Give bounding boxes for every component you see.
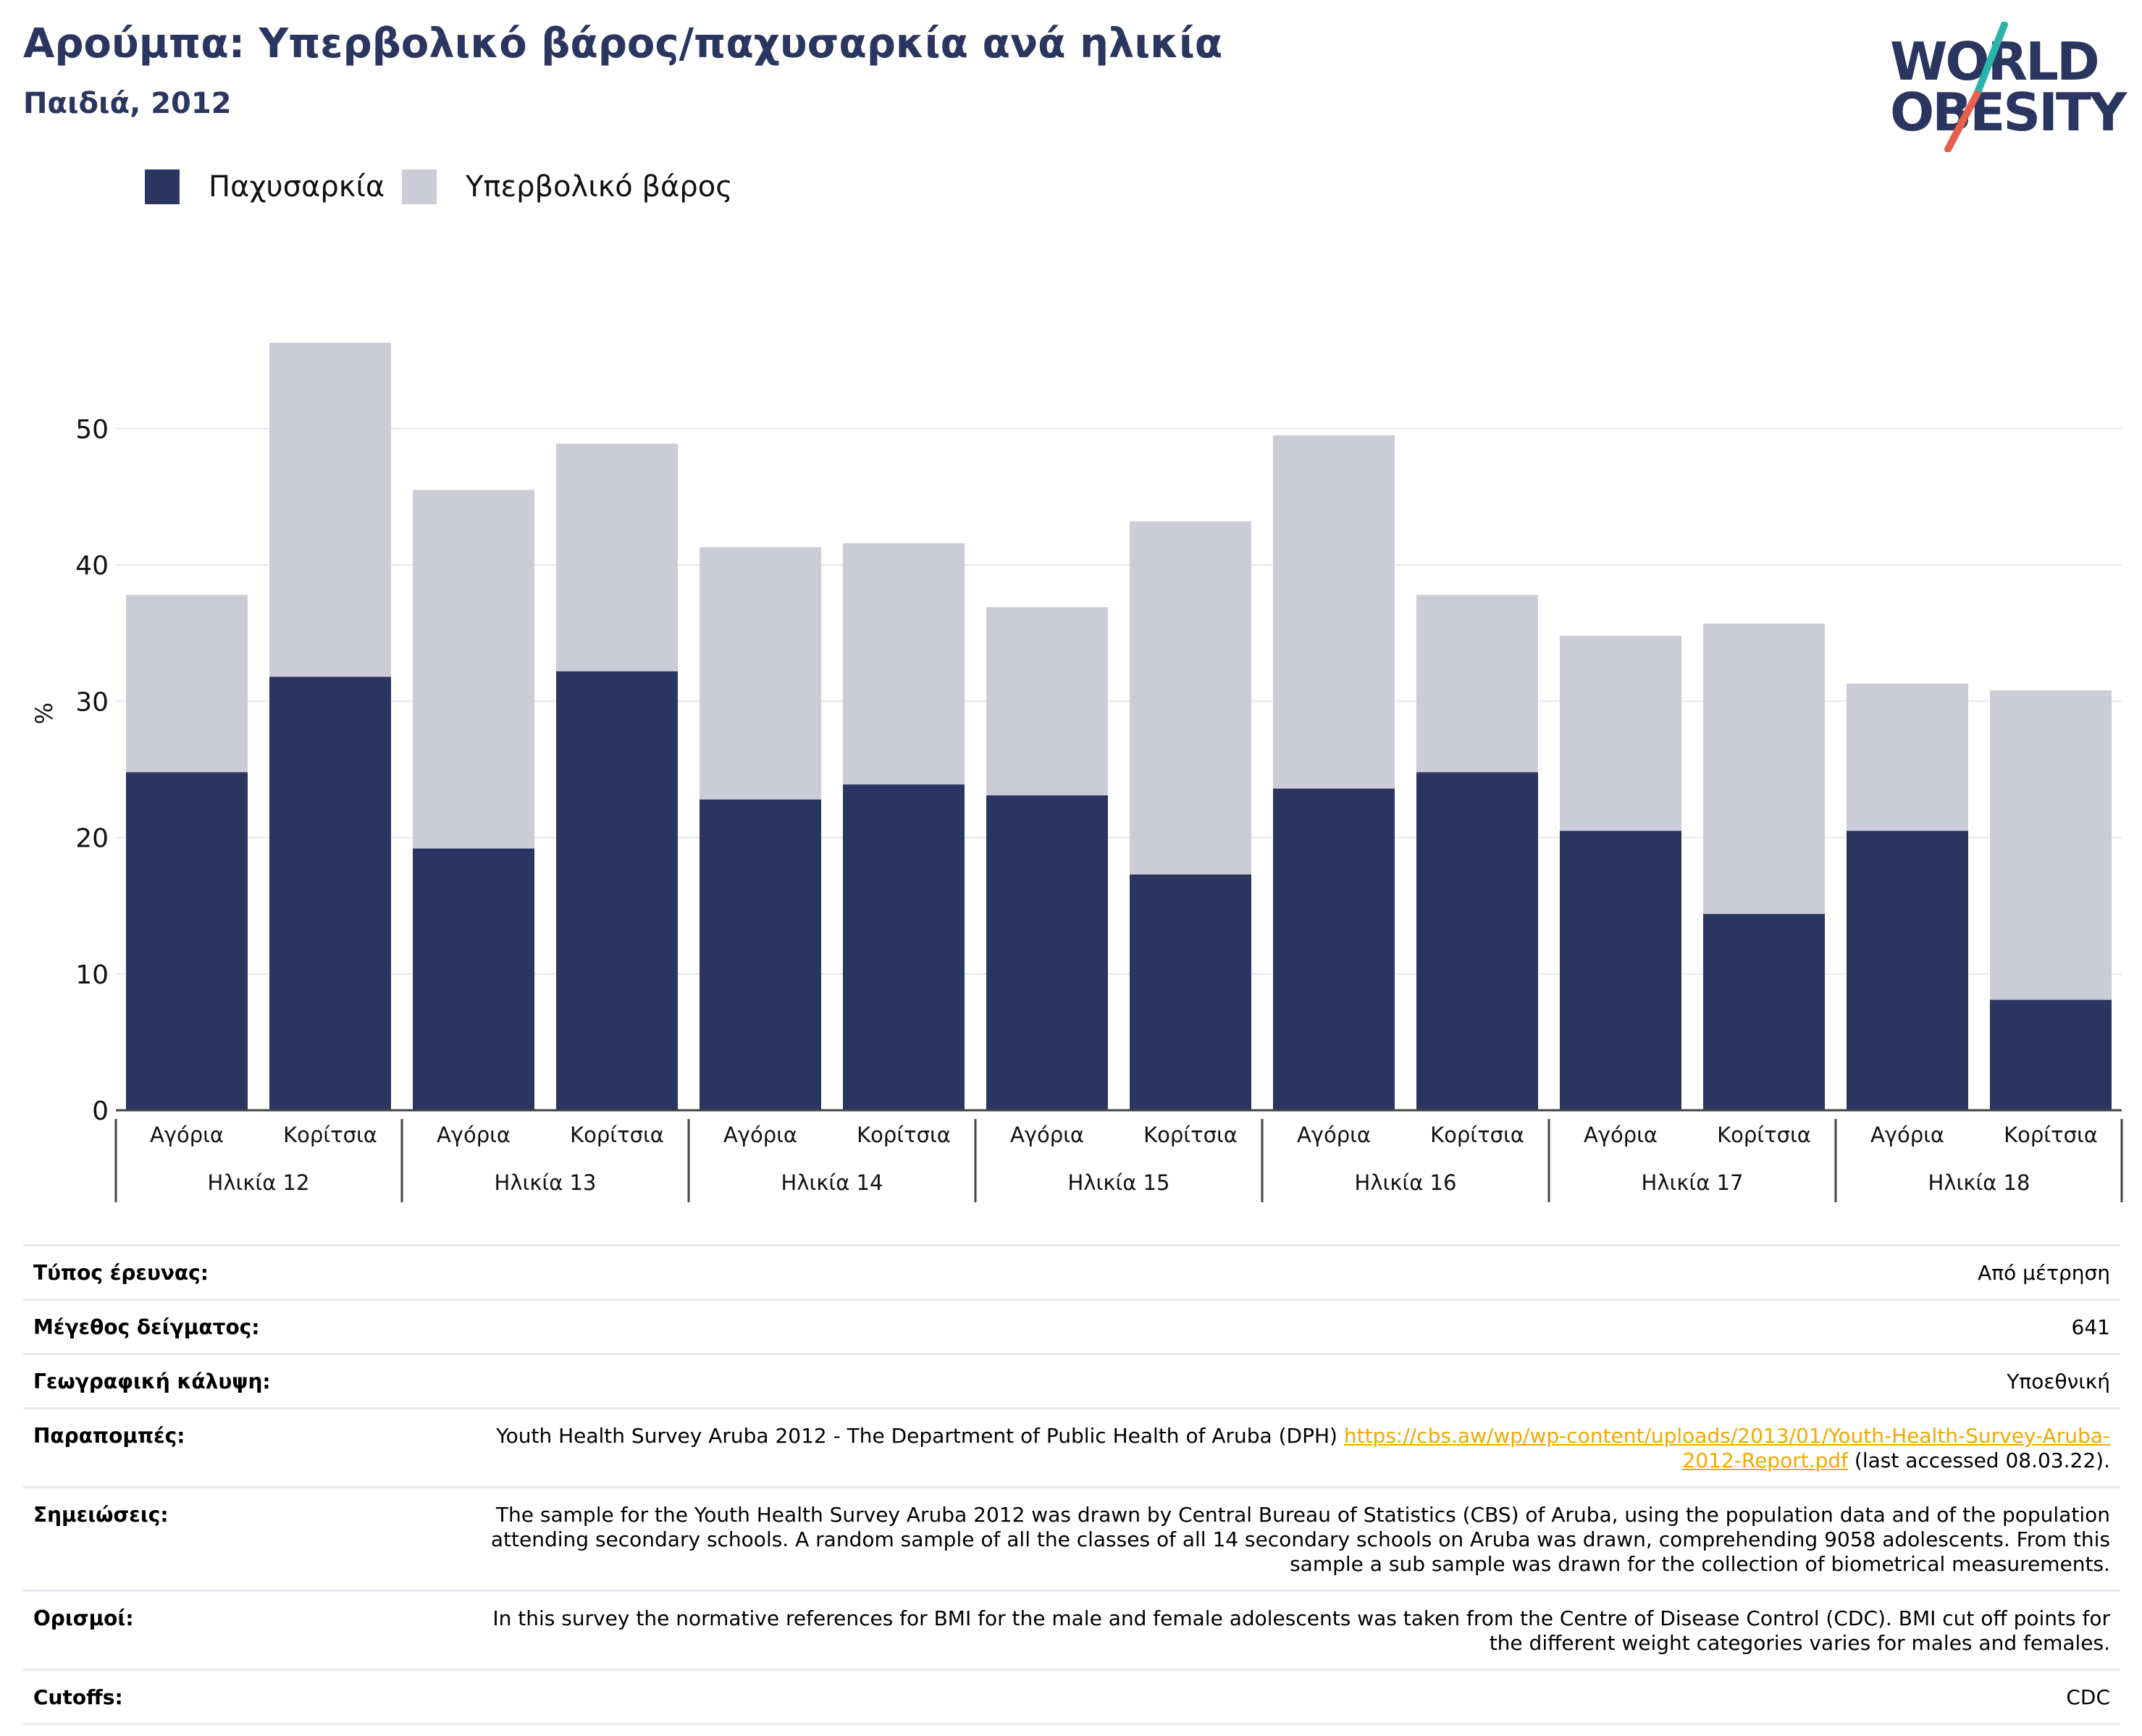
meta-label: Cutoffs: — [23, 1669, 468, 1725]
x-axis: Αγόρια Κορίτσια Αγόρια Κορίτσια Αγόρια Κορίτσ… — [114, 1109, 2123, 1202]
bar-obesity — [1273, 788, 1395, 1110]
meta-label: Τύπος έρευνας: — [23, 1244, 468, 1300]
metadata-rows: Τύπος έρευνας: Από μέτρηση Μέγεθος δείγμ… — [23, 1244, 2120, 1725]
bar-obesity — [986, 795, 1108, 1110]
x-tick-label: Αγόρια — [437, 1123, 511, 1147]
bar-obesity — [556, 671, 678, 1110]
world-obesity-logo: WORLD OBESITY — [1890, 22, 2129, 152]
legend-swatch-obesity — [145, 169, 180, 204]
bar-overweight — [1847, 683, 1968, 831]
meta-value: Από μέτρηση — [468, 1244, 2120, 1300]
meta-row-cutoffs: Cutoffs: CDC — [23, 1669, 2120, 1725]
group-label: Ηλικία 14 — [781, 1170, 883, 1195]
chart-title: Αρούμπα: Υπερβολικό βάρος/παχυσαρκία ανά… — [23, 20, 1223, 67]
bar-overweight — [986, 607, 1108, 796]
bar-obesity — [1130, 874, 1251, 1110]
x-tick-label: Αγόρια — [1870, 1123, 1944, 1147]
group-label: Ηλικία 16 — [1355, 1170, 1457, 1195]
y-axis: 0 10 20 30 40 50 — [75, 415, 109, 1126]
x-tick-label: Κορίτσια — [2004, 1123, 2098, 1147]
meta-row-survey-type: Τύπος έρευνας: Από μέτρηση — [23, 1244, 2120, 1300]
y-tick-label: 40 — [75, 551, 109, 581]
y-tick-label: 50 — [75, 415, 109, 445]
x-tick-label: Κορίτσια — [570, 1123, 664, 1147]
meta-row-notes: Σημειώσεις: The sample for the Youth Hea… — [23, 1486, 2120, 1591]
bar-overweight — [269, 343, 391, 677]
survey-metadata-table: Τύπος έρευνας: Από μέτρηση Μέγεθος δείγμ… — [23, 1244, 2120, 1725]
bar-obesity — [843, 784, 965, 1110]
meta-value: The sample for the Youth Health Survey A… — [468, 1486, 2120, 1591]
bar-obesity — [1990, 999, 2112, 1110]
meta-value: CDC — [468, 1669, 2120, 1725]
meta-label: Ορισμοί: — [23, 1590, 468, 1670]
reference-accessed: (last accessed 08.03.22). — [1848, 1448, 2110, 1472]
bar-obesity — [269, 676, 391, 1110]
x-tick-label: Κορίτσια — [1143, 1123, 1238, 1147]
meta-row-sample-size: Μέγεθος δείγματος: 641 — [23, 1299, 2120, 1354]
bar-overweight — [1560, 635, 1681, 831]
bar-obesity — [1560, 831, 1681, 1110]
x-tick-label: Κορίτσια — [857, 1123, 951, 1147]
bar-obesity — [1703, 913, 1825, 1110]
meta-value: 641 — [468, 1299, 2120, 1354]
y-tick-label: 30 — [75, 687, 109, 717]
meta-label: Γεωγραφική κάλυψη: — [23, 1353, 468, 1409]
group-label: Ηλικία 15 — [1068, 1170, 1170, 1195]
bar-obesity — [1847, 831, 1968, 1110]
logo-slash-bottom — [1944, 91, 1981, 152]
y-tick-label: 10 — [75, 960, 109, 990]
meta-label: Μέγεθος δείγματος: — [23, 1299, 468, 1354]
x-tick-label: Κορίτσια — [283, 1123, 377, 1147]
meta-row-coverage: Γεωγραφική κάλυψη: Υποεθνική — [23, 1353, 2120, 1409]
x-tick-label: Αγόρια — [723, 1123, 797, 1147]
bar-obesity — [413, 848, 534, 1110]
bar-overweight — [1416, 595, 1538, 773]
bar-overweight — [413, 490, 534, 849]
x-tick-label: Αγόρια — [1584, 1123, 1658, 1147]
x-tick-label: Αγόρια — [1010, 1123, 1084, 1147]
group-label: Ηλικία 18 — [1928, 1170, 2030, 1195]
bars — [126, 343, 2112, 1110]
bar-overweight — [1703, 623, 1825, 914]
bar-overweight — [556, 443, 678, 671]
logo-slash-top — [1973, 22, 2008, 98]
y-tick-label: 0 — [92, 1096, 109, 1126]
bar-obesity — [126, 772, 248, 1110]
bar-overweight — [1990, 690, 2112, 1000]
bar-overweight — [126, 595, 248, 773]
x-tick-label: Κορίτσια — [1430, 1123, 1524, 1147]
x-tick-label: Αγόρια — [150, 1123, 224, 1147]
meta-value: Υποεθνική — [468, 1353, 2120, 1409]
meta-value: Youth Health Survey Aruba 2012 - The Dep… — [468, 1407, 2120, 1488]
bar-obesity — [1416, 772, 1538, 1110]
meta-label: Παραπομπές: — [23, 1407, 468, 1488]
group-label: Ηλικία 12 — [208, 1170, 310, 1195]
meta-value: In this survey the normative references … — [468, 1590, 2120, 1670]
group-label: Ηλικία 17 — [1642, 1170, 1744, 1195]
x-tick-label: Αγόρια — [1297, 1123, 1371, 1147]
legend-label-overweight: Υπερβολικό βάρος — [466, 170, 733, 204]
y-axis-label: % — [30, 703, 58, 724]
chart-subtitle: Παιδιά, 2012 — [23, 87, 232, 120]
meta-row-references: Παραπομπές: Youth Health Survey Aruba 20… — [23, 1407, 2120, 1488]
y-tick-label: 20 — [75, 824, 109, 854]
reference-link[interactable]: https://cbs.aw/wp/wp-content/uploads/201… — [1343, 1424, 2110, 1472]
stacked-bar-chart: 0 10 20 30 40 50 Αγόρια Κορίτσια Αγόρια Κορίτσια… — [30, 343, 2123, 1202]
meta-label: Σημειώσεις: — [23, 1486, 468, 1591]
bar-overweight — [1273, 435, 1395, 789]
legend-swatch-overweight — [402, 169, 437, 204]
reference-text: Youth Health Survey Aruba 2012 - The Dep… — [496, 1424, 1344, 1448]
meta-row-definitions: Ορισμοί: In this survey the normative re… — [23, 1590, 2120, 1670]
bar-overweight — [843, 542, 965, 785]
bar-overweight — [700, 547, 821, 800]
group-label: Ηλικία 13 — [495, 1170, 597, 1195]
legend-label-obesity: Παχυσαρκία — [209, 170, 385, 204]
logo-text-obesity: OBESITY — [1890, 82, 2128, 143]
x-tick-label: Κορίτσια — [1717, 1123, 1811, 1147]
bar-overweight — [1130, 521, 1251, 875]
bar-obesity — [700, 799, 821, 1110]
